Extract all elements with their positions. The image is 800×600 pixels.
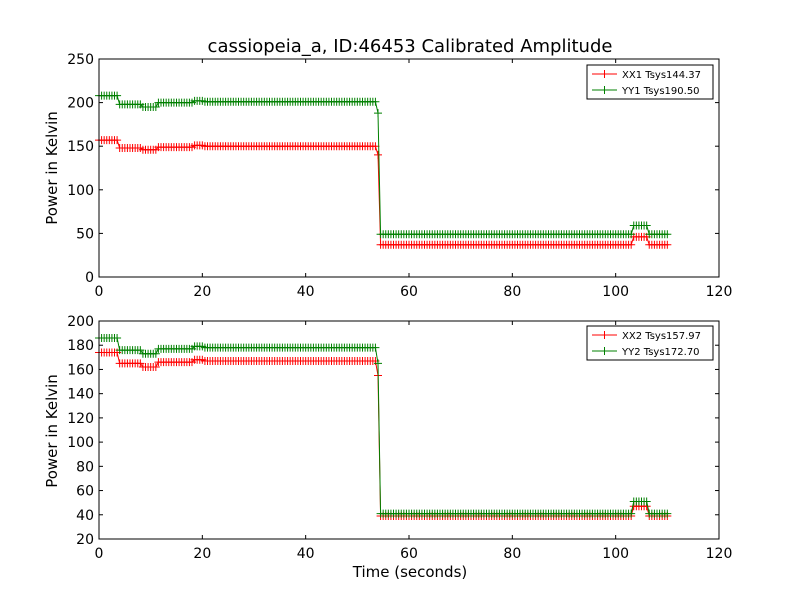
legend-marker — [600, 347, 609, 355]
legend: XX1 Tsys144.37 YY1 Tsys190.50 — [586, 64, 714, 100]
x-tick-label: 0 — [95, 546, 104, 562]
legend-entry: YY2 Tsys172.70 — [592, 347, 700, 358]
series-markers — [95, 136, 672, 249]
legend-entry: XX2 Tsys157.97 — [592, 331, 701, 342]
data-point — [663, 240, 672, 249]
chart-top: cassiopeia_a, ID:46453 Calibrated Amplit… — [43, 36, 732, 300]
y-axis-label: Power in Kelvin — [43, 111, 61, 225]
y-tick-label: 200 — [67, 96, 94, 112]
y-tick-label: 40 — [76, 508, 94, 524]
axes: 0 20 40 60 80 100 120 0 50 100 150 200 250 — [67, 52, 732, 300]
y-tick-label: 250 — [67, 52, 94, 68]
y-tick-label: 150 — [67, 139, 94, 155]
data-point — [113, 91, 122, 100]
data-point — [151, 102, 160, 111]
x-tick-label: 40 — [297, 284, 315, 300]
y-axis-label: Power in Kelvin — [43, 374, 61, 488]
axes: 0 20 40 60 80 100 1202040608010012014016018020… — [67, 314, 732, 562]
data-point — [371, 97, 380, 106]
plot-area — [95, 333, 672, 520]
y-tick-label: 60 — [76, 484, 94, 500]
x-tick-label: 60 — [400, 284, 418, 300]
legend-entry: XX1 Tsys144.37 — [592, 70, 701, 81]
x-tick-label: 80 — [503, 546, 521, 562]
legend-label: YY2 Tsys172.70 — [621, 347, 700, 358]
y-tick-label: 160 — [67, 362, 94, 378]
y-tick-label: 120 — [67, 411, 94, 427]
series-markers — [95, 91, 672, 239]
data-point — [642, 497, 651, 506]
legend-frame — [586, 64, 714, 100]
x-axis-label: Time (seconds) — [352, 563, 468, 581]
data-point — [627, 509, 636, 518]
data-point — [374, 150, 382, 159]
data-point — [374, 109, 382, 118]
x-tick-label: 20 — [193, 284, 211, 300]
y-tick-label: 180 — [67, 338, 94, 354]
data-point — [371, 343, 380, 352]
x-tick-label: 100 — [602, 284, 629, 300]
x-tick-label: 80 — [503, 284, 521, 300]
legend-label: YY1 Tsys190.50 — [621, 86, 700, 97]
legend-label: XX2 Tsys157.97 — [622, 331, 701, 342]
data-point — [642, 221, 651, 230]
x-tick-label: 60 — [400, 546, 418, 562]
y-tick-label: 50 — [76, 226, 94, 242]
data-point — [151, 363, 160, 372]
plot-area — [95, 91, 672, 249]
legend-marker — [600, 331, 609, 339]
data-point — [151, 349, 160, 358]
legend: XX2 Tsys157.97 YY2 Tsys172.70 — [586, 325, 714, 361]
y-tick-label: 20 — [76, 532, 94, 548]
y-tick-label: 0 — [85, 270, 94, 286]
y-tick-label: 80 — [76, 459, 94, 475]
data-point — [374, 359, 382, 368]
y-tick-label: 140 — [67, 387, 94, 403]
data-point — [627, 240, 636, 249]
data-point — [113, 136, 122, 145]
x-tick-label: 0 — [95, 284, 104, 300]
legend-entry: YY1 Tsys190.50 — [592, 86, 700, 97]
series-markers — [95, 333, 672, 518]
legend-frame — [586, 325, 714, 361]
data-point — [627, 230, 636, 239]
y-tick-label: 200 — [67, 314, 94, 330]
data-point — [113, 333, 122, 342]
data-point — [371, 142, 380, 151]
x-tick-label: 120 — [706, 546, 733, 562]
legend-marker — [600, 70, 609, 78]
data-point — [663, 509, 672, 518]
legend-marker — [600, 86, 609, 94]
x-tick-label: 100 — [602, 546, 629, 562]
x-tick-label: 20 — [193, 546, 211, 562]
x-tick-label: 40 — [297, 546, 315, 562]
x-tick-label: 120 — [706, 284, 733, 300]
y-tick-label: 100 — [67, 435, 94, 451]
y-tick-label: 100 — [67, 183, 94, 199]
legend-label: XX1 Tsys144.37 — [622, 70, 701, 81]
chart-title: cassiopeia_a, ID:46453 Calibrated Amplit… — [208, 36, 613, 57]
chart-bottom: Time (seconds) Power in Kelvin 0 20 40 60 80… — [43, 314, 732, 581]
data-point — [663, 230, 672, 239]
